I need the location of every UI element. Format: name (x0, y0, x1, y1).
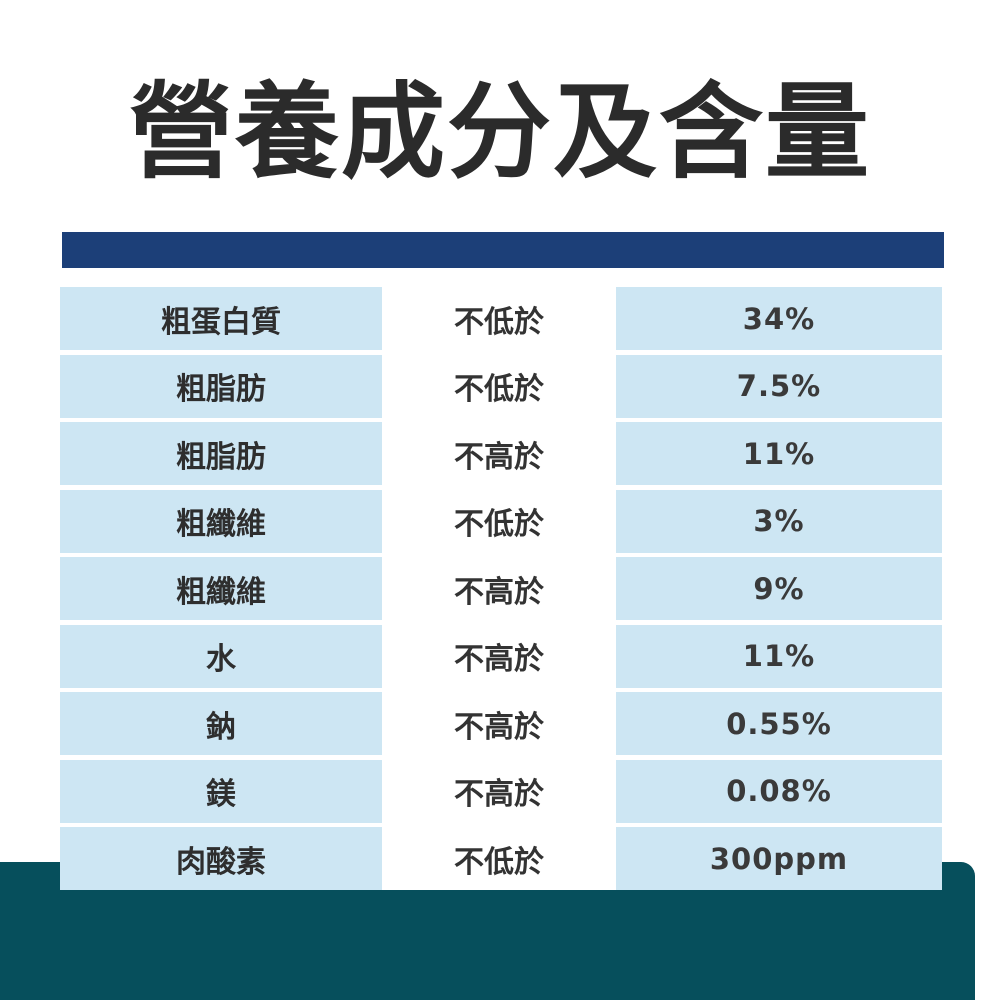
nutrient-name: 肉酸素 (60, 827, 382, 890)
table-row: 鎂 不高於 0.08% (60, 759, 942, 823)
nutrient-value: 3% (616, 489, 942, 553)
nutrient-name: 粗脂肪 (60, 354, 382, 418)
nutrient-condition: 不低於 (382, 827, 616, 890)
nutrient-name: 粗脂肪 (60, 422, 382, 485)
nutrient-condition: 不高於 (382, 624, 616, 688)
nutrient-name: 粗纖維 (60, 489, 382, 553)
nutrient-name: 粗纖維 (60, 557, 382, 620)
nutrient-value: 7.5% (616, 354, 942, 418)
nutrient-value: 11% (616, 624, 942, 688)
nutrient-value: 11% (616, 422, 942, 485)
table-row: 粗纖維 不低於 3% (60, 489, 942, 553)
table-row: 水 不高於 11% (60, 624, 942, 688)
table-row: 肉酸素 不低於 300ppm (60, 827, 942, 890)
nutrient-value: 9% (616, 557, 942, 620)
page-title: 營養成分及含量 (128, 71, 871, 193)
nutrient-condition: 不低於 (382, 354, 616, 418)
table-row: 粗脂肪 不低於 7.5% (60, 354, 942, 418)
nutrient-condition: 不高於 (382, 759, 616, 823)
nutrient-value: 300ppm (616, 827, 942, 890)
nutrient-condition: 不低於 (382, 287, 616, 350)
nutrient-condition: 不高於 (382, 692, 616, 755)
table-row: 粗脂肪 不高於 11% (60, 422, 942, 485)
nutrient-condition: 不高於 (382, 557, 616, 620)
nutrient-name: 水 (60, 624, 382, 688)
table-header-bar (62, 232, 944, 268)
nutrition-table: 粗蛋白質 不低於 34% 粗脂肪 不低於 7.5% 粗脂肪 不高於 11% 粗纖… (60, 287, 942, 891)
nutrient-condition: 不高於 (382, 422, 616, 485)
nutrient-value: 0.55% (616, 692, 942, 755)
nutrient-name: 粗蛋白質 (60, 287, 382, 350)
nutrient-name: 鎂 (60, 759, 382, 823)
nutrient-value: 0.08% (616, 759, 942, 823)
table-row: 粗蛋白質 不低於 34% (60, 287, 942, 350)
nutrient-condition: 不低於 (382, 489, 616, 553)
nutrient-name: 鈉 (60, 692, 382, 755)
table-row: 粗纖維 不高於 9% (60, 557, 942, 620)
nutrient-value: 34% (616, 287, 942, 350)
table-row: 鈉 不高於 0.55% (60, 692, 942, 755)
